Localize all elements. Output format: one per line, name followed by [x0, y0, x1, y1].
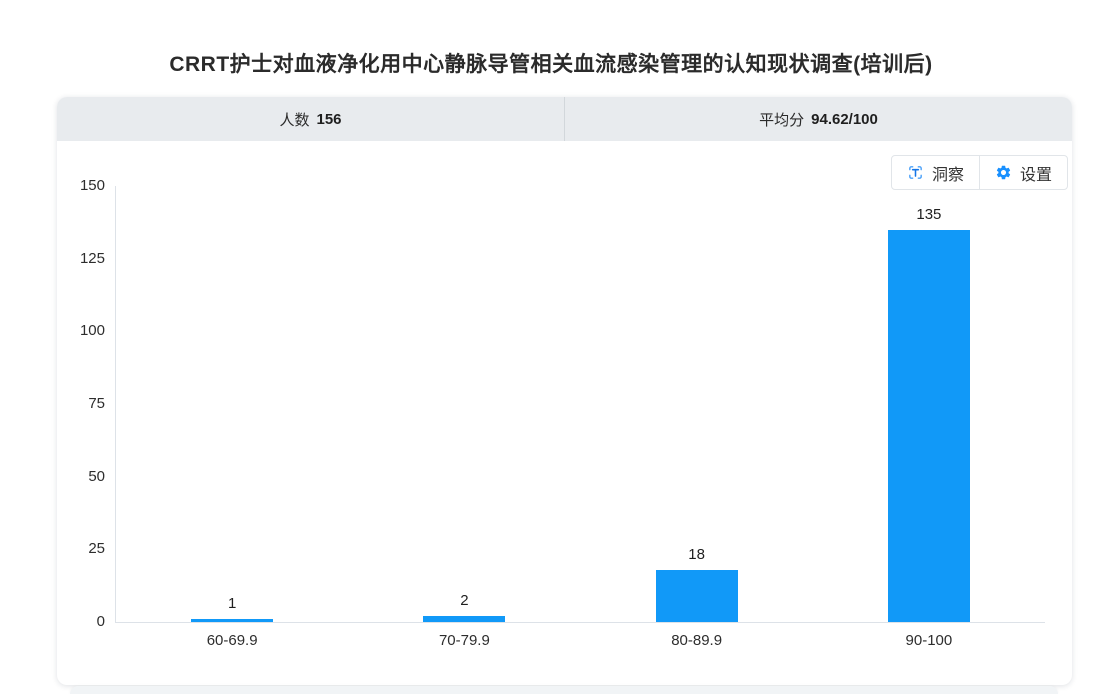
- y-axis-labels: 0 25 50 75 100 125 150: [57, 177, 105, 630]
- bar-slot: 2 70-79.9: [348, 186, 580, 649]
- y-tick-label: 50: [88, 467, 105, 485]
- bar: [191, 619, 274, 622]
- average-score-value: 94.62/100: [811, 110, 878, 128]
- next-card-top-edge: [70, 686, 1058, 694]
- insight-button-label: 洞察: [931, 166, 964, 184]
- y-tick-label: 75: [88, 395, 105, 412]
- y-tick-label: 125: [79, 249, 105, 267]
- insight-button[interactable]: 洞察: [890, 155, 980, 190]
- bar-value-label: 135: [916, 206, 942, 223]
- bar: [655, 570, 738, 622]
- stats-divider: [564, 97, 565, 141]
- bar-slot: 1 60-69.9: [116, 186, 348, 649]
- y-tick-label: 0: [96, 613, 105, 630]
- x-tick-label: 60-69.9: [206, 632, 258, 649]
- bars-row: 1 60-69.9 2 70-79.9 18 80-89.9 135 90-100: [116, 186, 1045, 649]
- text-scan-icon: [907, 164, 924, 181]
- bar-value-label: 18: [688, 546, 705, 563]
- x-tick-label: 70-79.9: [438, 632, 490, 649]
- average-score-label: 平均分: [759, 111, 805, 129]
- bar-slot: 135 90-100: [813, 186, 1045, 649]
- y-tick-label: 100: [79, 322, 105, 340]
- settings-button[interactable]: 设置: [978, 155, 1068, 190]
- respondent-count: 人数 156: [57, 97, 564, 141]
- page-title: CRRT护士对血液净化用中心静脉导管相关血流感染管理的认知现状调查(培训后): [169, 53, 933, 76]
- y-tick-label: 150: [79, 177, 105, 194]
- plot-area: 1 60-69.9 2 70-79.9 18 80-89.9 135 90-100: [115, 186, 1045, 649]
- chart-toolbar: 洞察 设置: [890, 155, 1068, 190]
- bar-value-label: 2: [460, 592, 469, 609]
- bar: [423, 616, 506, 622]
- gear-icon: [995, 164, 1012, 181]
- chart-card: 人数 156 平均分 94.62/100: [57, 97, 1072, 685]
- bar-slot: 18 80-89.9: [581, 186, 813, 649]
- stats-header: 人数 156 平均分 94.62/100: [57, 97, 1072, 141]
- average-score: 平均分 94.62/100: [565, 97, 1072, 141]
- settings-button-label: 设置: [1019, 166, 1052, 184]
- respondent-count-value: 156: [316, 110, 342, 128]
- respondent-count-label: 人数: [279, 111, 310, 129]
- bar: [887, 230, 970, 622]
- x-tick-label: 80-89.9: [671, 632, 723, 649]
- bar-value-label: 1: [227, 595, 237, 612]
- x-tick-label: 90-100: [905, 632, 953, 649]
- y-tick-label: 25: [88, 540, 105, 558]
